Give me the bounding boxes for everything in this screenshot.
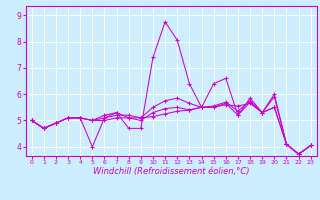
X-axis label: Windchill (Refroidissement éolien,°C): Windchill (Refroidissement éolien,°C) bbox=[93, 167, 250, 176]
